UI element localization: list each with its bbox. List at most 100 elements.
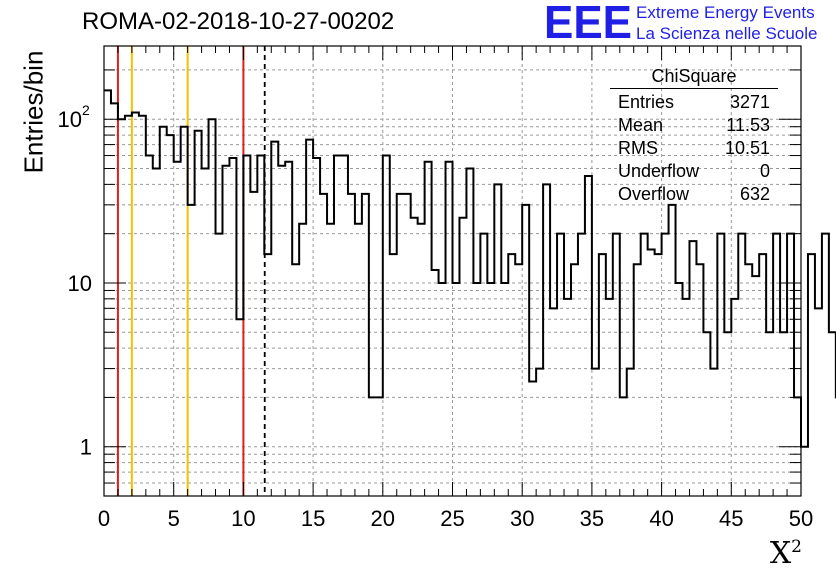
histogram-bin bbox=[285, 162, 292, 496]
histogram-bin bbox=[459, 218, 466, 496]
histogram-bin bbox=[787, 234, 794, 496]
histogram-bin bbox=[801, 447, 808, 496]
histogram-bin bbox=[655, 254, 662, 496]
stats-box: ChiSquare Entries 3271 Mean 11.53 RMS 10… bbox=[610, 66, 778, 206]
x-tick-label: 25 bbox=[440, 506, 464, 531]
histogram-bin bbox=[738, 234, 745, 496]
histogram-bin bbox=[313, 158, 320, 496]
histogram-bin bbox=[181, 127, 188, 496]
histogram-bin bbox=[397, 194, 404, 496]
histogram-bin bbox=[543, 184, 550, 496]
histogram-bin bbox=[341, 156, 348, 496]
histogram-bin bbox=[620, 397, 627, 496]
marker-lines bbox=[116, 46, 266, 496]
stats-row-overflow: Overflow 632 bbox=[610, 183, 778, 206]
axis-ticks bbox=[103, 46, 802, 497]
histogram-bin bbox=[662, 234, 669, 496]
x-tick-label: 5 bbox=[168, 506, 180, 531]
histogram-bin bbox=[724, 332, 731, 496]
histogram-bin bbox=[236, 319, 243, 496]
histogram-bin bbox=[222, 166, 229, 496]
stats-label: Overflow bbox=[618, 184, 690, 204]
stats-value: 10.51 bbox=[724, 138, 770, 158]
histogram-bin bbox=[627, 369, 634, 496]
histogram-bin bbox=[466, 169, 473, 496]
histogram-bin bbox=[104, 90, 111, 496]
histogram-bin bbox=[480, 234, 487, 496]
stats-value: 0 bbox=[759, 161, 770, 181]
histogram-bin bbox=[167, 135, 174, 496]
histogram-bin bbox=[669, 205, 676, 496]
histogram-bin bbox=[404, 194, 411, 496]
stats-label: Entries bbox=[618, 92, 675, 112]
histogram-bin bbox=[829, 332, 836, 496]
histogram-bin bbox=[209, 119, 216, 496]
histogram-bin bbox=[508, 254, 515, 496]
histogram-bin bbox=[446, 162, 453, 496]
y-axis-label: Entries/bin bbox=[18, 50, 49, 174]
x-axis-label-base: X bbox=[769, 536, 792, 571]
histogram-bin bbox=[425, 162, 432, 496]
histogram-bin bbox=[418, 224, 425, 496]
x-axis-label: X2 bbox=[770, 536, 802, 571]
stats-value: 632 bbox=[739, 184, 770, 204]
histogram-bin bbox=[439, 283, 446, 496]
histogram-bin bbox=[146, 156, 153, 496]
histogram-bin bbox=[229, 158, 236, 496]
histogram-bin bbox=[648, 250, 655, 496]
x-tick-label: 50 bbox=[789, 506, 813, 531]
histogram-bin bbox=[188, 205, 195, 496]
histogram-bin bbox=[536, 369, 543, 496]
histogram-bin bbox=[710, 369, 717, 496]
histogram-bin bbox=[453, 283, 460, 496]
histogram-bin bbox=[752, 276, 759, 496]
x-tick-label: 20 bbox=[371, 506, 395, 531]
histogram-bin bbox=[822, 234, 829, 496]
histogram-bin bbox=[362, 194, 369, 496]
histogram-bin bbox=[529, 382, 536, 496]
histogram-bin bbox=[606, 299, 613, 496]
stats-label: Mean bbox=[618, 115, 664, 135]
histogram-bin bbox=[717, 234, 724, 496]
y-tick-label: 10 bbox=[58, 107, 82, 132]
histogram-bin bbox=[515, 264, 522, 496]
histogram-bin bbox=[815, 308, 822, 496]
histogram-bin bbox=[766, 332, 773, 496]
histogram-bin bbox=[411, 218, 418, 496]
histogram-outline bbox=[104, 89, 836, 448]
histogram-bin bbox=[696, 264, 703, 496]
logo-caption-line1: Extreme Energy Events bbox=[636, 3, 815, 22]
histogram-bin bbox=[578, 234, 585, 496]
stats-row-entries: Entries 3271 bbox=[610, 91, 778, 114]
histogram-bin bbox=[383, 156, 390, 496]
histogram-bin bbox=[334, 156, 341, 496]
histogram-bin bbox=[703, 332, 710, 496]
stats-label: RMS bbox=[618, 138, 658, 158]
x-tick-label: 30 bbox=[510, 506, 534, 531]
histogram-series bbox=[104, 89, 836, 496]
x-axis-label-exponent: 2 bbox=[791, 537, 802, 557]
x-tick-label: 15 bbox=[301, 506, 325, 531]
histogram-bin bbox=[557, 234, 564, 496]
logo-caption-line2: La Scienza nelle Scuole bbox=[636, 24, 818, 43]
histogram-bin bbox=[118, 119, 125, 496]
x-tick-label: 35 bbox=[580, 506, 604, 531]
histogram-bin bbox=[571, 264, 578, 496]
histogram-bin bbox=[473, 283, 480, 496]
logo-caption: Extreme Energy Events La Scienza nelle S… bbox=[636, 2, 817, 44]
histogram-bin bbox=[216, 234, 223, 496]
stats-row-mean: Mean 11.53 bbox=[610, 114, 778, 137]
histogram-bin bbox=[111, 103, 118, 496]
histogram-bin bbox=[745, 264, 752, 496]
histogram-bin bbox=[348, 194, 355, 496]
stats-row-underflow: Underflow 0 bbox=[610, 160, 778, 183]
histogram-bin bbox=[432, 270, 439, 496]
histogram-bin bbox=[306, 140, 313, 496]
histogram-bin bbox=[257, 156, 264, 496]
histogram-bin bbox=[278, 166, 285, 496]
histogram-bin bbox=[390, 254, 397, 496]
stats-box-title: ChiSquare bbox=[610, 66, 778, 89]
stats-label: Underflow bbox=[618, 161, 700, 181]
stats-row-rms: RMS 10.51 bbox=[610, 137, 778, 160]
